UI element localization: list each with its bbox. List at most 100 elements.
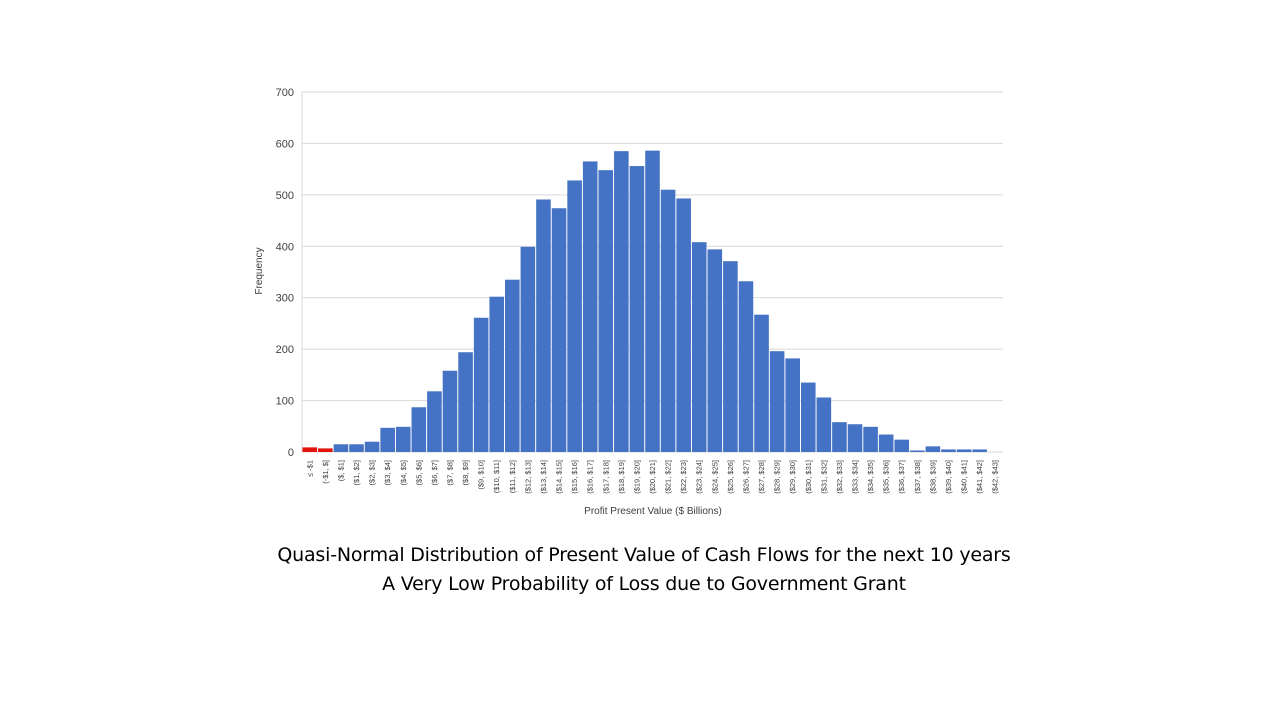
x-tick-label: ($41, $42] bbox=[975, 460, 984, 494]
x-tick-label: ($37, $38] bbox=[913, 460, 922, 494]
bar bbox=[395, 426, 411, 452]
bar bbox=[754, 314, 769, 452]
bar bbox=[427, 391, 442, 452]
bar bbox=[629, 166, 645, 453]
x-tick-label: ($4, $5] bbox=[399, 460, 408, 485]
x-tick-label: ($7, $8] bbox=[445, 460, 454, 485]
x-tick-label: ($40, $41] bbox=[960, 460, 969, 494]
x-tick-label: ($12, $13] bbox=[523, 460, 532, 494]
x-tick-label: ($2, $3] bbox=[368, 460, 377, 485]
x-tick-label: ($16, $17] bbox=[586, 460, 595, 494]
x-tick-label: ($30, $31] bbox=[804, 460, 813, 494]
y-tick-label: 300 bbox=[276, 293, 294, 305]
y-tick-label: 200 bbox=[276, 344, 294, 356]
bar bbox=[956, 449, 972, 452]
x-tick-label: ($11, $12] bbox=[508, 460, 517, 493]
x-tick-label: ($39, $40] bbox=[944, 460, 953, 494]
x-tick-label: ($23, $24] bbox=[695, 460, 704, 494]
bar bbox=[567, 180, 582, 452]
bar bbox=[769, 351, 785, 452]
bar bbox=[364, 441, 380, 452]
bar bbox=[520, 246, 536, 452]
bar bbox=[318, 448, 333, 452]
x-tick-label: ($26, $27] bbox=[741, 460, 750, 494]
bar bbox=[723, 261, 738, 452]
x-tick-label: ($18, $19] bbox=[617, 460, 626, 494]
bars bbox=[302, 150, 987, 453]
bar bbox=[832, 422, 847, 452]
x-tick-labels: ≤ -$1 (-$1, $] ($, $1] ($1, $2] ($2, $3] ($3,… bbox=[305, 460, 999, 494]
bar bbox=[863, 426, 878, 452]
bar bbox=[505, 279, 520, 452]
x-tick-label: ($20, $21] bbox=[648, 460, 657, 494]
bar bbox=[551, 208, 567, 452]
bar bbox=[458, 352, 473, 452]
x-tick-label: ($27, $28] bbox=[757, 460, 766, 494]
x-tick-label: ($1, $2] bbox=[352, 460, 361, 485]
bar bbox=[536, 199, 551, 452]
x-tick-label: ($33, $34] bbox=[851, 460, 860, 494]
bar bbox=[816, 397, 832, 452]
caption-line-1: Quasi-Normal Distribution of Present Val… bbox=[277, 544, 1011, 566]
bar bbox=[614, 151, 629, 452]
x-tick-label: ($28, $29] bbox=[773, 460, 782, 494]
y-tick-label: 600 bbox=[276, 138, 294, 150]
x-tick-label: ($9, $10] bbox=[477, 460, 486, 490]
bar bbox=[972, 449, 987, 452]
x-tick-label: ($38, $39] bbox=[928, 460, 937, 494]
x-tick-label: ($21, $22] bbox=[664, 460, 673, 494]
histogram-chart: 0 100 200 300 400 500 600 700 ≤ -$1 (-$1, $] ($, … bbox=[254, 87, 1003, 517]
x-tick-label: ($, $1] bbox=[336, 460, 345, 481]
bar bbox=[878, 434, 894, 452]
x-tick-label: ≤ -$1 bbox=[305, 460, 314, 477]
bar bbox=[349, 444, 364, 452]
bar bbox=[302, 447, 318, 452]
bar bbox=[598, 170, 614, 452]
bar bbox=[411, 407, 427, 452]
x-tick-label: ($34, $35] bbox=[866, 460, 875, 494]
bar bbox=[489, 296, 505, 452]
x-tick-label: ($25, $26] bbox=[726, 460, 735, 494]
bar bbox=[333, 444, 349, 452]
x-tick-label: ($35, $36] bbox=[882, 460, 891, 494]
x-tick-label: ($3, $4] bbox=[383, 460, 392, 485]
bar bbox=[738, 281, 754, 452]
y-tick-label: 0 bbox=[288, 447, 294, 459]
x-axis-title: Profit Present Value ($ Billions) bbox=[584, 506, 722, 517]
bar bbox=[582, 161, 598, 452]
y-tick-label: 700 bbox=[276, 87, 294, 99]
x-tick-label: ($24, $25] bbox=[710, 460, 719, 494]
x-tick-label: ($17, $18] bbox=[601, 460, 610, 494]
caption-line-2: A Very Low Probability of Loss due to Go… bbox=[382, 573, 906, 595]
x-tick-label: ($32, $33] bbox=[835, 460, 844, 494]
x-tick-label: ($8, $9] bbox=[461, 460, 470, 485]
y-axis-title: Frequency bbox=[254, 247, 265, 294]
x-tick-label: ($5, $6] bbox=[414, 460, 423, 485]
y-tick-label: 100 bbox=[276, 396, 294, 408]
bar bbox=[380, 427, 395, 452]
bar bbox=[691, 242, 707, 452]
y-tick-label: 400 bbox=[276, 241, 294, 253]
x-tick-label: ($6, $7] bbox=[430, 460, 439, 485]
x-tick-label: (-$1, $] bbox=[321, 460, 330, 484]
bar bbox=[707, 249, 723, 452]
bar bbox=[473, 317, 489, 452]
bar bbox=[894, 439, 910, 452]
x-tick-label: ($22, $23] bbox=[679, 460, 688, 494]
bar bbox=[847, 424, 863, 452]
y-tick-labels: 0 100 200 300 400 500 600 700 bbox=[276, 87, 294, 459]
x-tick-label: ($13, $14] bbox=[539, 460, 548, 494]
x-tick-label: ($15, $16] bbox=[570, 460, 579, 494]
x-tick-label: ($42, $43] bbox=[991, 460, 1000, 494]
y-tick-label: 500 bbox=[276, 190, 294, 202]
x-tick-label: ($29, $30] bbox=[788, 460, 797, 494]
x-tick-label: ($14, $15] bbox=[555, 460, 564, 494]
bar bbox=[645, 150, 660, 452]
x-tick-label: ($10, $11] bbox=[492, 460, 501, 493]
bar bbox=[925, 446, 941, 452]
bar bbox=[785, 358, 800, 452]
x-tick-label: ($19, $20] bbox=[632, 460, 641, 494]
bar bbox=[910, 450, 925, 452]
bar bbox=[442, 370, 458, 452]
